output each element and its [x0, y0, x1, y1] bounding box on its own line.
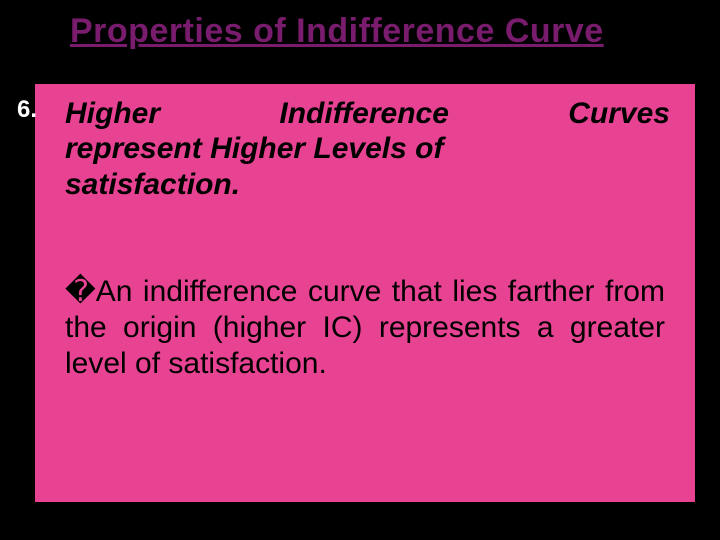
heading-word-3: Curves [568, 96, 670, 131]
content-box: 6. Higher Indifference Curves represent … [35, 84, 695, 502]
list-number: 6. [17, 96, 37, 124]
heading-line-3: satisfaction. [65, 167, 665, 202]
heading-word-2: Indifference [279, 96, 449, 131]
body-text: An indifference curve that lies farther … [65, 275, 665, 380]
property-heading: Higher Indifference Curves represent Hig… [65, 96, 665, 202]
slide: Properties of Indifference Curve 6. High… [0, 0, 720, 540]
heading-line-2: represent Higher Levels of [65, 131, 665, 166]
heading-line-1: Higher Indifference Curves [65, 96, 670, 131]
heading-word-1: Higher [65, 96, 160, 131]
body-paragraph: �An indifference curve that lies farther… [65, 274, 665, 382]
bullet-icon: � [65, 275, 96, 308]
slide-title: Properties of Indifference Curve [70, 12, 680, 51]
